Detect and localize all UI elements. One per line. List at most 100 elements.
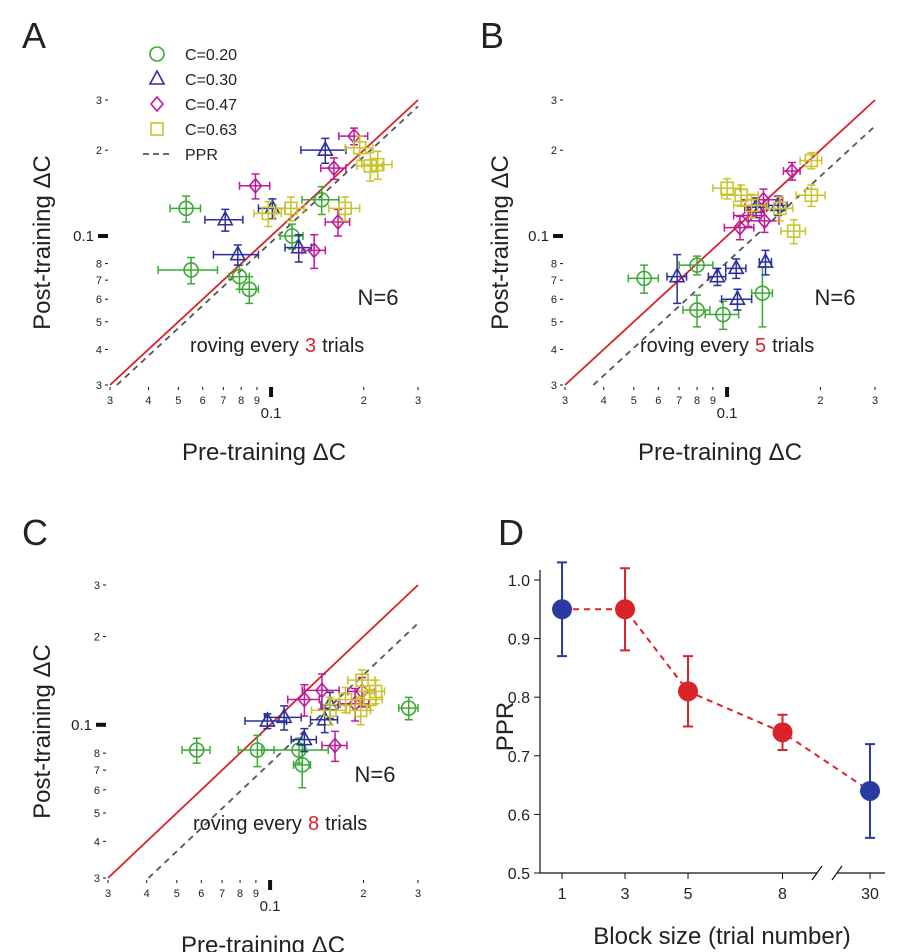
marker — [314, 682, 330, 699]
marker — [178, 200, 194, 217]
marker — [148, 69, 166, 85]
marker — [363, 159, 378, 173]
marker — [689, 257, 705, 273]
marker — [720, 181, 734, 196]
axis-break — [811, 865, 843, 881]
annotation: roving every 5 trials — [640, 335, 814, 357]
marker — [729, 289, 746, 306]
x-tick-label: 6 — [200, 395, 206, 407]
ppr-line — [592, 125, 876, 386]
marker — [188, 742, 205, 758]
x-error-bar — [300, 146, 347, 155]
x-tick-label: 9 — [254, 395, 260, 407]
x-error-bar — [764, 204, 794, 213]
annotation-text: trials — [772, 335, 814, 357]
y-tick-label: 5 — [551, 317, 557, 329]
marker — [229, 244, 247, 261]
legend-label: PPR — [185, 147, 218, 164]
y-tick-label: 4 — [94, 836, 100, 848]
y-tick-label: 4 — [551, 344, 557, 356]
y-axis-label: Post-training ΔC — [29, 155, 56, 330]
y-tick-label: 8 — [96, 259, 102, 271]
x-tick-label: 8 — [778, 886, 787, 903]
marker — [754, 285, 771, 301]
annotation-number: 8 — [308, 813, 319, 835]
identity-line — [107, 584, 419, 879]
legend-label: C=0.20 — [185, 47, 237, 64]
marker — [363, 692, 377, 707]
marker — [708, 266, 726, 283]
x-tick-label: 0.1 — [717, 405, 738, 422]
point — [678, 681, 699, 702]
x-tick-label: 7 — [219, 888, 225, 900]
x-error-bar — [780, 227, 807, 236]
x-error-bar — [346, 676, 376, 685]
x-tick-label: 8 — [694, 395, 700, 407]
x-axis-label: Pre-training ΔC — [638, 439, 802, 466]
panel-letter: C — [22, 512, 48, 553]
y-tick-label: 3 — [96, 380, 102, 392]
x-error-bar — [253, 209, 283, 218]
x-tick-label: 4 — [144, 888, 150, 900]
annotation-text: roving every — [640, 335, 749, 357]
marker — [757, 252, 774, 268]
x-tick-label: 3 — [415, 395, 421, 407]
marker — [732, 219, 747, 236]
y-error-bar — [331, 730, 340, 763]
marker — [804, 153, 819, 168]
x-tick-label: 5 — [684, 886, 693, 903]
legend-label: C=0.47 — [185, 97, 237, 114]
marker — [150, 122, 164, 136]
marker — [261, 206, 276, 221]
x-axis-label: Pre-training ΔC — [182, 439, 346, 466]
x-tick-label: 2 — [361, 395, 367, 407]
marker — [355, 673, 369, 687]
ppr-line — [562, 608, 871, 792]
y-tick-label: 0.6 — [508, 807, 530, 824]
marker — [756, 191, 771, 208]
x-error-bar — [275, 204, 305, 213]
y-tick-label: 7 — [94, 765, 100, 777]
y-tick-label: 0.8 — [508, 690, 530, 707]
y-error-bar — [673, 253, 682, 305]
x-error-bar — [290, 735, 318, 744]
marker — [307, 242, 322, 259]
annotation-number: 3 — [305, 335, 316, 357]
x-tick-label: 3 — [562, 395, 568, 407]
y-error-bar — [317, 185, 326, 216]
x-error-bar — [261, 746, 329, 755]
y-tick-label: 2 — [551, 145, 557, 157]
x-error-bar — [344, 143, 374, 152]
x-tick-label: 30 — [861, 886, 879, 903]
x-error-bar — [795, 191, 826, 200]
x-tick-label: 2 — [817, 395, 823, 407]
x-tick-label: 3 — [415, 888, 421, 900]
annotation: roving every 8 trials — [193, 813, 367, 835]
annotation-text: trials — [322, 335, 364, 357]
x-tick-label: 7 — [220, 395, 226, 407]
y-tick-label: 0.1 — [528, 228, 549, 245]
marker — [294, 757, 311, 773]
marker — [636, 270, 652, 287]
x-error-bar — [309, 715, 339, 724]
x-error-bar — [704, 310, 740, 319]
marker — [296, 729, 313, 746]
x-tick-label: 7 — [676, 395, 682, 407]
x-tick-label: 5 — [175, 395, 181, 407]
marker — [784, 162, 800, 180]
marker — [327, 737, 343, 754]
marker — [744, 198, 759, 213]
y-error-bar — [718, 300, 727, 331]
y-tick-label: 6 — [94, 785, 100, 797]
x-error-bar — [723, 223, 755, 232]
marker — [668, 266, 686, 283]
x-error-bar — [355, 695, 383, 704]
point — [860, 780, 880, 801]
x-error-bar — [328, 204, 361, 213]
marker — [297, 691, 312, 708]
marker — [352, 140, 367, 155]
y-error-bar — [310, 233, 319, 270]
x-error-bar — [627, 274, 660, 283]
marker — [757, 212, 772, 230]
